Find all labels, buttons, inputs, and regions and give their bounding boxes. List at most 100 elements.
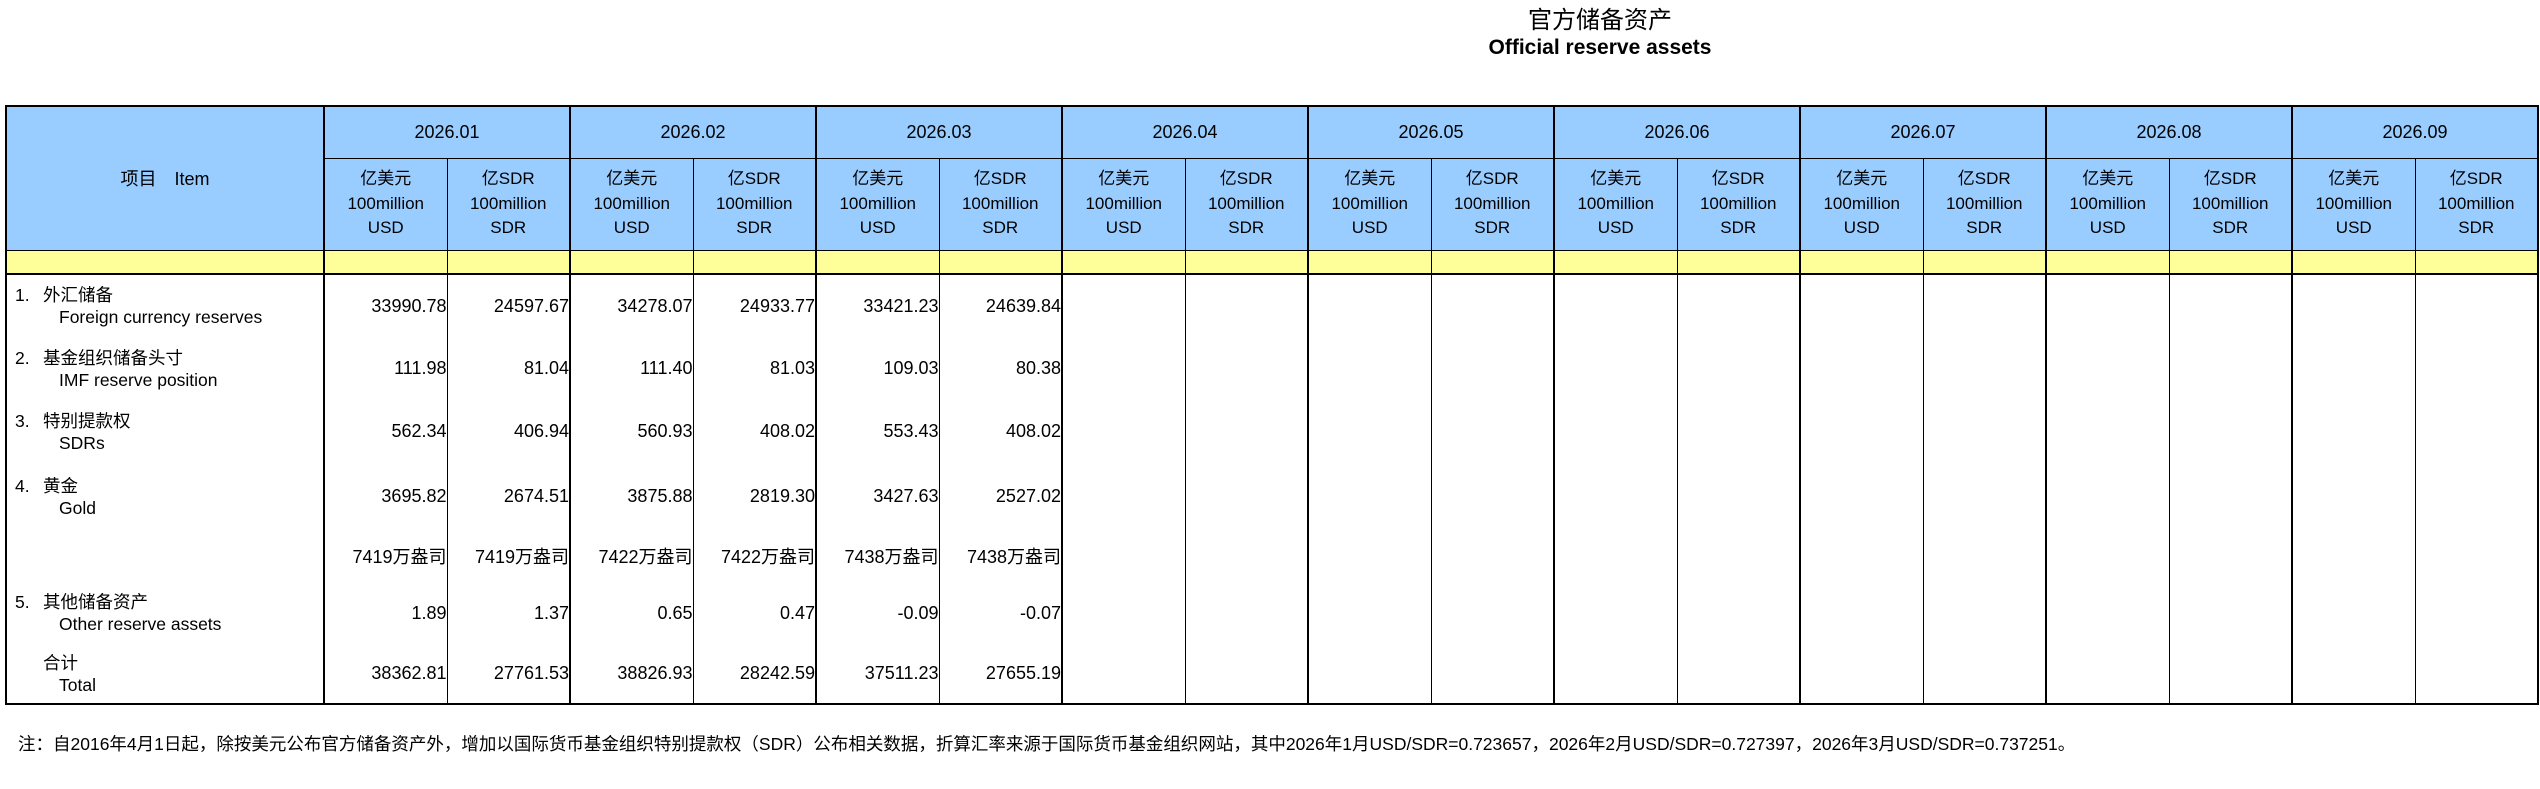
value-cell xyxy=(1307,582,1432,644)
value-cell xyxy=(1184,463,1309,530)
item-label-en: IMF reserve position xyxy=(59,369,218,390)
table-row: 合计 Total 38362.81 27761.53 38826.93 28242.59 3… xyxy=(5,644,2539,704)
band-cell xyxy=(938,249,1063,275)
value-cell xyxy=(2045,274,2170,337)
table-row: 4. 黄金 Gold 3695.82 2674.51 3875.88 2819.30 3427… xyxy=(5,463,2539,530)
unit-header-usd: 亿美元 100million USD xyxy=(1799,157,1924,251)
value-cell xyxy=(1676,644,1801,704)
official-reserve-assets-table: 项目 Item 2026.01 2026.02 2026.03 2026.04 2026.… xyxy=(5,105,2539,705)
value-cell xyxy=(2168,274,2293,337)
value-cell xyxy=(1553,400,1678,463)
value-cell xyxy=(1061,530,1186,582)
value-cell: 7438万盎司 xyxy=(938,530,1063,582)
value-cell xyxy=(1307,400,1432,463)
table-row: 1. 外汇储备 Foreign currency reserves 33990.78 2… xyxy=(5,274,2539,337)
value-cell xyxy=(1553,530,1678,582)
month-header: 2026.06 xyxy=(1553,105,1801,159)
month-header: 2026.02 xyxy=(569,105,817,159)
band-cell xyxy=(815,249,940,275)
value-cell xyxy=(2168,463,2293,530)
title-chinese: 官方储备资产 xyxy=(1528,6,1672,34)
value-cell xyxy=(1061,582,1186,644)
value-cell: 2819.30 xyxy=(692,463,817,530)
value-cell xyxy=(2414,337,2539,400)
unit-header-sdr: 亿SDR 100million SDR xyxy=(1184,157,1309,251)
unit-header-usd: 亿美元 100million USD xyxy=(1061,157,1186,251)
band-cell xyxy=(446,249,571,275)
value-cell xyxy=(2414,582,2539,644)
value-cell: 81.03 xyxy=(692,337,817,400)
value-cell xyxy=(1676,463,1801,530)
value-cell xyxy=(1922,463,2047,530)
item-label-en: Other reserve assets xyxy=(59,614,222,634)
unit-header-usd: 亿美元 100million USD xyxy=(323,157,448,251)
value-cell xyxy=(1553,274,1678,337)
item-label-zh: 特别提款权 xyxy=(43,410,131,431)
band-cell xyxy=(1061,249,1186,275)
band-cell xyxy=(1799,249,1924,275)
value-cell xyxy=(1430,337,1555,400)
value-cell xyxy=(2045,463,2170,530)
value-cell xyxy=(1061,463,1186,530)
item-label-en: Foreign currency reserves xyxy=(59,307,263,327)
value-cell: 1.37 xyxy=(446,582,571,644)
unit-header-sdr: 亿SDR 100million SDR xyxy=(2414,157,2539,251)
value-cell xyxy=(2291,582,2416,644)
value-cell xyxy=(1184,274,1309,337)
month-header: 2026.01 xyxy=(323,105,571,159)
value-cell xyxy=(1430,274,1555,337)
item-label: 5. 其他储备资产 Other reserve assets xyxy=(5,582,325,644)
unit-header-row: 亿美元 100million USD 亿SDR 100million SDR 亿美元 100m… xyxy=(6,157,2539,251)
value-cell xyxy=(2291,400,2416,463)
value-cell xyxy=(1307,337,1432,400)
value-cell xyxy=(1061,400,1186,463)
value-cell: 109.03 xyxy=(815,337,940,400)
value-cell: 2527.02 xyxy=(938,463,1063,530)
value-cell xyxy=(2168,337,2293,400)
unit-header-sdr: 亿SDR 100million SDR xyxy=(1922,157,2047,251)
page-title: 官方储备资产 Official reserve assets xyxy=(0,0,2540,61)
item-number: 3. xyxy=(15,410,30,431)
value-cell: 24933.77 xyxy=(692,274,817,337)
item-label-zh: 外汇储备 xyxy=(43,285,113,305)
month-header: 2026.08 xyxy=(2045,105,2293,159)
value-cell xyxy=(1922,644,2047,704)
value-cell xyxy=(1676,337,1801,400)
month-header: 2026.03 xyxy=(815,105,1063,159)
month-header: 2026.07 xyxy=(1799,105,2047,159)
value-cell: 0.65 xyxy=(569,582,694,644)
value-cell: 80.38 xyxy=(938,337,1063,400)
value-cell: 33421.23 xyxy=(815,274,940,337)
value-cell xyxy=(2291,530,2416,582)
band-cell xyxy=(1430,249,1555,275)
value-cell: 37511.23 xyxy=(815,644,940,704)
band-cell xyxy=(1307,249,1432,275)
item-label: 2. 基金组织储备头寸 IMF reserve position xyxy=(5,337,325,400)
item-label-zh: 黄金 xyxy=(43,475,78,496)
value-cell: 560.93 xyxy=(569,400,694,463)
month-header: 2026.04 xyxy=(1061,105,1309,159)
value-cell xyxy=(2045,644,2170,704)
value-cell xyxy=(1307,274,1432,337)
value-cell: 1.89 xyxy=(323,582,448,644)
value-cell: 3695.82 xyxy=(323,463,448,530)
value-cell xyxy=(1553,463,1678,530)
item-number: 2. xyxy=(15,347,30,368)
value-cell xyxy=(1184,530,1309,582)
unit-header-sdr: 亿SDR 100million SDR xyxy=(938,157,1063,251)
band-cell xyxy=(569,249,694,275)
value-cell xyxy=(2291,463,2416,530)
value-cell xyxy=(1061,644,1186,704)
item-label: 4. 黄金 Gold xyxy=(5,463,325,530)
value-cell: 38362.81 xyxy=(323,644,448,704)
value-cell: 3875.88 xyxy=(569,463,694,530)
value-cell xyxy=(1184,400,1309,463)
value-cell xyxy=(1922,400,2047,463)
value-cell xyxy=(1061,274,1186,337)
value-cell xyxy=(1922,530,2047,582)
band-cell xyxy=(1676,249,1801,275)
value-cell xyxy=(1184,582,1309,644)
value-cell xyxy=(2168,644,2293,704)
unit-header-sdr: 亿SDR 100million SDR xyxy=(692,157,817,251)
value-cell xyxy=(1184,644,1309,704)
